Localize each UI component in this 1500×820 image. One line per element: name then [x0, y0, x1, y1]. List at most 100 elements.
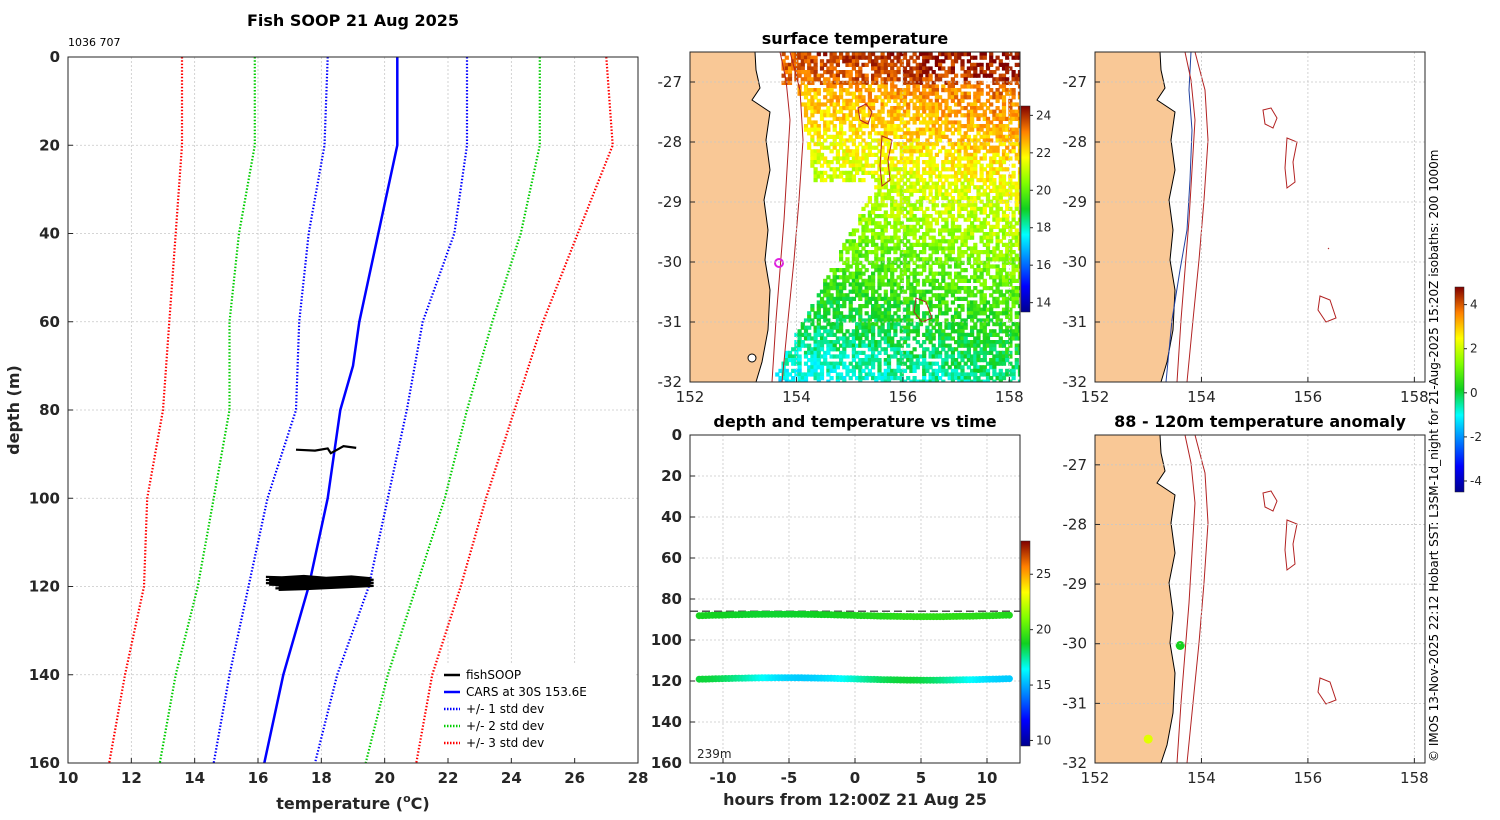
- sst-pixel: [842, 332, 847, 337]
- sst-pixel: [957, 152, 962, 157]
- sst-pixel: [880, 181, 885, 186]
- sst-pixel: [902, 145, 908, 150]
- sst-pixel: [966, 163, 971, 168]
- sst-pixel: [982, 167, 987, 172]
- sst-pixel: [902, 160, 908, 165]
- sst-pixel: [861, 167, 866, 172]
- sst-pixel: [890, 354, 895, 359]
- sst-pixel: [832, 124, 837, 129]
- sst-pixel: [845, 70, 850, 75]
- sst-pixel: [851, 372, 856, 377]
- sst-pixel: [915, 88, 920, 93]
- sst-pixel: [918, 242, 924, 247]
- sst-pixel: [973, 138, 978, 143]
- sst-pixel: [864, 217, 869, 222]
- sst-pixel: [832, 80, 837, 85]
- sst-pixel: [1001, 214, 1007, 219]
- sst-pixel: [823, 278, 828, 283]
- sst-pixel: [842, 138, 847, 143]
- sst-pixel: [835, 307, 840, 312]
- sst-pixel: [839, 282, 844, 287]
- sst-pixel: [982, 368, 987, 373]
- sst-pixel: [976, 145, 981, 150]
- sst-pixel: [922, 106, 927, 111]
- sst-pixel: [985, 124, 991, 129]
- sst-pixel: [938, 102, 943, 107]
- sst-pixel: [922, 102, 927, 107]
- sst-pixel: [1011, 242, 1016, 247]
- sst-pixel: [906, 296, 911, 301]
- sst-pixel: [979, 271, 984, 276]
- sst-pixel: [858, 95, 863, 100]
- sst-pixel: [931, 350, 936, 355]
- sst-pixel: [989, 59, 994, 64]
- sst-pixel: [950, 372, 955, 377]
- sst-pixel: [835, 152, 840, 157]
- sst-pixel: [851, 55, 856, 60]
- sst-pixel: [950, 318, 955, 323]
- sst-pixel: [973, 66, 978, 71]
- sst-pixel: [982, 152, 987, 157]
- sst-pixel: [855, 282, 860, 287]
- sst-pixel: [867, 134, 872, 139]
- sst-pixel: [819, 368, 825, 373]
- sst-pixel: [906, 178, 911, 183]
- sst-pixel: [877, 185, 882, 190]
- sst-pixel: [915, 77, 920, 82]
- sst-pixel: [781, 376, 786, 381]
- sst-pixel: [1011, 260, 1016, 265]
- sst-pixel: [855, 271, 860, 276]
- sst-pixel: [989, 235, 994, 240]
- sst-pixel: [928, 66, 933, 71]
- sst-pixel: [896, 109, 901, 114]
- sst-pixel: [1011, 278, 1016, 283]
- sst-pixel: [982, 300, 987, 305]
- sst-pixel: [899, 188, 904, 193]
- sst-pixel: [823, 293, 828, 298]
- sst-pixel: [922, 372, 927, 377]
- sst-pixel: [858, 368, 863, 373]
- sst-pixel: [800, 59, 805, 64]
- sst-pixel: [960, 318, 965, 323]
- sst-pixel: [915, 66, 920, 71]
- sst-pixel: [992, 296, 997, 301]
- sst-pixel: [1011, 149, 1016, 154]
- sst-pixel: [845, 257, 850, 262]
- sst-pixel: [835, 142, 840, 147]
- sst-pixel: [819, 361, 825, 366]
- sst-pixel: [899, 178, 904, 183]
- sst-pixel: [976, 98, 981, 103]
- sst-pixel: [816, 149, 821, 154]
- profile-series-line: [108, 57, 184, 763]
- sst-pixel: [883, 134, 888, 139]
- sst-pixel: [931, 88, 936, 93]
- sst-pixel: [896, 350, 901, 355]
- sst-pixel: [957, 289, 962, 294]
- sst-pixel: [1001, 73, 1007, 78]
- sst-pixel: [985, 120, 991, 125]
- sst-pixel: [985, 253, 991, 258]
- sst-pixel: [896, 55, 901, 60]
- sst-pixel: [855, 365, 860, 370]
- legend-3std: +/- 3 std dev: [466, 736, 544, 750]
- sst-pixel: [966, 350, 971, 355]
- sst-pixel: [893, 250, 898, 255]
- sst-pixel: [902, 124, 908, 129]
- depth-time-ytick-label: 80: [661, 590, 682, 608]
- sst-pixel: [906, 217, 911, 222]
- depth-time-xtick-label: 0: [850, 769, 860, 787]
- sst-pixel: [979, 329, 984, 334]
- sst-pixel: [995, 160, 1000, 165]
- sst-pixel: [832, 127, 837, 132]
- sst-pixel: [832, 322, 837, 327]
- sst-pixel: [864, 62, 869, 67]
- sst-pixel: [976, 113, 981, 118]
- sst-pixel: [1011, 224, 1016, 229]
- sst-pixel: [915, 167, 920, 172]
- sst-pixel: [855, 286, 860, 291]
- sst-pixel: [912, 354, 917, 359]
- sst-pixel: [922, 192, 927, 197]
- sst-pixel: [918, 131, 924, 136]
- sst-pixel: [915, 106, 920, 111]
- sst-pixel: [995, 246, 1000, 251]
